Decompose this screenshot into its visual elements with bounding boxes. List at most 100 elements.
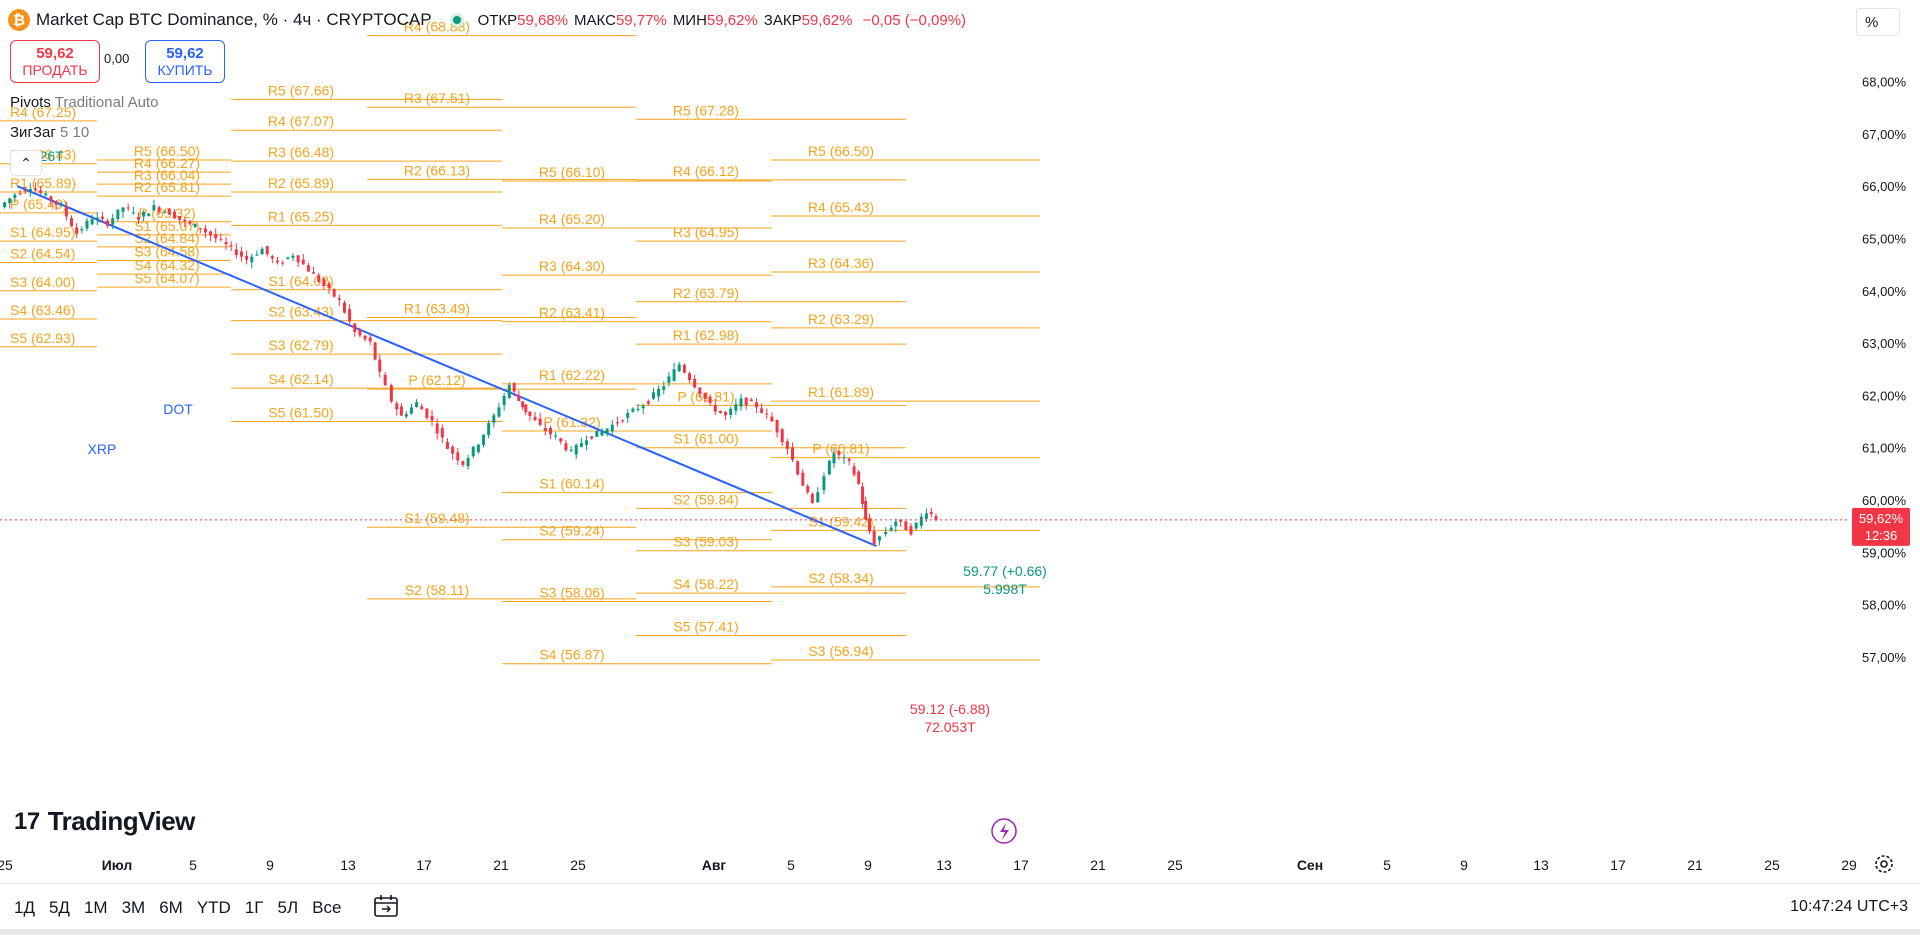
candle-body (868, 518, 872, 532)
pivot-label: S2 (58.34) (808, 570, 873, 586)
pivot-label: S4 (64.32) (134, 257, 199, 273)
price-tick-label: 67,00% (1862, 127, 1907, 142)
candle-body (718, 410, 722, 413)
candle-body (348, 309, 352, 322)
candle-body (183, 219, 187, 222)
scale-mode-button[interactable]: % (1856, 8, 1900, 36)
candle-body (106, 220, 110, 226)
candle-body (219, 238, 223, 240)
candle-body (864, 500, 868, 520)
range-button[interactable]: YTD (196, 898, 231, 917)
pivot-label: S3 (64.00) (10, 274, 75, 290)
candle-body (13, 194, 17, 198)
tradingview-logo[interactable]: 17 TradingView (14, 806, 195, 837)
ohlc-value: 59,68% (517, 11, 569, 29)
pivot-label: R2 (66.13) (404, 162, 470, 178)
range-button[interactable]: 1М (83, 898, 108, 917)
buy-price: 59,62 (166, 44, 204, 62)
time-tick-label: 9 (864, 857, 872, 873)
price-tick-label: 57,00% (1862, 650, 1907, 665)
candle-body (595, 430, 599, 437)
pivot-label: S5 (64.07) (134, 270, 199, 286)
range-button[interactable]: 1Г (244, 898, 264, 917)
current-price-label: 59,62% (1859, 511, 1904, 526)
candle-body (528, 411, 532, 417)
candle-body (18, 193, 22, 195)
chart-annotation: 5.998T (983, 581, 1027, 597)
candle-body (332, 288, 336, 297)
candle-body (281, 262, 285, 264)
range-button[interactable]: Все (312, 898, 342, 917)
spread-value: 0,00 (104, 51, 130, 66)
range-button[interactable]: 5Л (277, 898, 299, 917)
current-price-badge (1852, 507, 1910, 546)
candle-body (265, 246, 269, 255)
candle-body (435, 423, 439, 434)
collapse-legend-button[interactable]: ⌃ (10, 150, 42, 176)
pivot-label: R5 (66.10) (539, 164, 605, 180)
candle-body (852, 466, 856, 475)
pivot-label: S4 (58.22) (673, 576, 738, 592)
price-chart[interactable]: R4 (67.25)R2 (66.43)R1 (65.89)P (65.49)S… (0, 0, 1920, 883)
time-tick-label: 21 (1090, 857, 1106, 873)
settings-icon[interactable] (1872, 852, 1896, 876)
price-tick-label: 61,00% (1862, 441, 1907, 456)
pivot-label: S2 (63.43) (268, 304, 333, 320)
symbol-title[interactable]: Market Cap BTC Dominance, % · 4ч · CRYPT… (36, 10, 432, 29)
time-tick-label: 13 (1533, 857, 1549, 873)
candle-body (724, 411, 728, 416)
range-button[interactable]: 6М (159, 898, 183, 917)
candle-body (590, 436, 594, 439)
candle-body (770, 416, 774, 422)
candle-body (569, 449, 573, 451)
candle-body (744, 397, 748, 406)
sell-button[interactable]: 59,62 ПРОДАТЬ (10, 40, 100, 83)
candle-body (250, 256, 254, 263)
chart-annotation: XRP (88, 441, 117, 457)
candle-body (780, 429, 784, 443)
candle-body (337, 298, 341, 300)
candle-body (884, 531, 888, 534)
candle-body (276, 260, 280, 263)
candle-body (621, 420, 625, 422)
candle-body (147, 213, 151, 217)
time-axis: 25 Июл 5 9 13 17 21 25 Авг 5 9 13 17 21 25 Сен 5 9 13 17 21 2… (0, 844, 1857, 873)
candle-body (430, 415, 434, 421)
price-tick-label: 68,00% (1862, 75, 1907, 90)
pivot-label: R5 (67.66) (268, 82, 334, 98)
pivot-label: R1 (62.22) (539, 367, 605, 383)
candle-body (461, 461, 465, 465)
pivot-label: R3 (66.48) (268, 144, 334, 160)
pivot-label: S3 (56.94) (808, 643, 873, 659)
range-button[interactable]: 5Д (48, 898, 70, 917)
candle-body (75, 227, 79, 234)
page-scrollbar[interactable] (0, 929, 1920, 935)
candle-body (760, 408, 764, 413)
candle-body (224, 242, 228, 245)
candle-body (521, 401, 525, 408)
candle-body (8, 198, 12, 204)
range-button[interactable]: 1Д (14, 898, 35, 917)
candle-body (657, 388, 661, 397)
buy-button[interactable]: 59,62 КУПИТЬ (145, 40, 225, 83)
clock[interactable]: 10:47:24 UTC+3 (1790, 898, 1908, 915)
candle-body (708, 396, 712, 404)
candle-body (827, 460, 831, 475)
candle-body (291, 255, 295, 258)
range-button[interactable]: 3М (121, 898, 146, 917)
ohlc-values: ОТКР59,68% МАКС59,77% МИН59,62% ЗАКР59,62% … (478, 12, 966, 29)
price-tick-label: 59,00% (1862, 545, 1907, 560)
chart-annotation: 59.12 (-6.88) (910, 701, 990, 717)
candle-body (116, 209, 120, 220)
indicator-pivots[interactable]: Pivots Traditional Auto (10, 94, 158, 111)
candle-body (507, 384, 511, 398)
bottom-toolbar: 1Д 5Д 1М 3М 6М YTD 1Г 5Л Все 10:47:24 UTC+3 (0, 883, 1920, 930)
candle-body (301, 259, 305, 265)
candle-body (193, 223, 197, 228)
candle-body (929, 512, 933, 515)
calendar-icon[interactable] (372, 892, 400, 920)
candle-body (806, 486, 810, 492)
pivot-label: R4 (66.27) (134, 155, 200, 171)
indicator-zigzag[interactable]: ЗигЗаг 5 10 (10, 124, 89, 141)
